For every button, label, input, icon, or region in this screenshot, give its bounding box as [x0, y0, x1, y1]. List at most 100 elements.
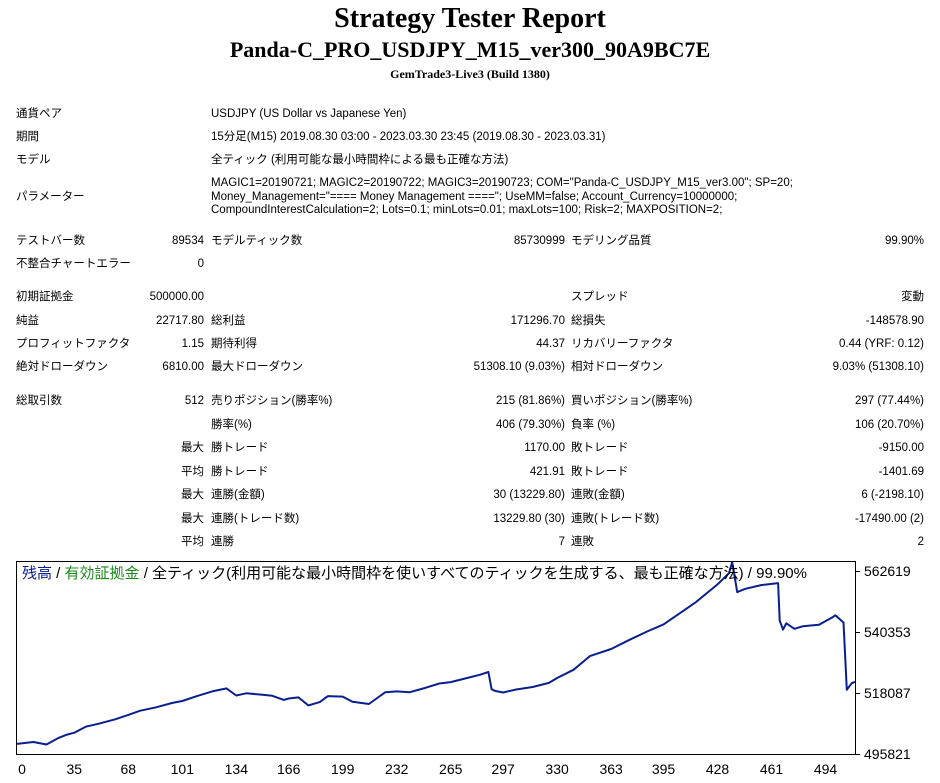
- report-subtitle: Panda-C_PRO_USDJPY_M15_ver300_90A9BC7E: [229, 37, 711, 62]
- y-tick-mark: [855, 632, 860, 634]
- x-tick-label: 363: [599, 761, 623, 777]
- x-tick-label: 494: [813, 761, 838, 777]
- consec-loss-amt-label: 連敗(金額): [571, 489, 625, 501]
- largest-win-label: 勝トレード: [211, 442, 269, 454]
- avg-prefix: 平均: [181, 536, 204, 548]
- x-tick-label: 330: [545, 761, 569, 777]
- balance-chart: 残高 / 有効証拠金 / 全ティック(利用可能な最小時間枠を使いすべてのティック…: [16, 561, 856, 755]
- avg-win-value: 421.91: [529, 466, 565, 478]
- model-label: モデル: [16, 154, 51, 166]
- x-tick-label: 166: [277, 761, 301, 777]
- report-title: Strategy Tester Report: [334, 3, 606, 34]
- spread-value: 変動: [901, 291, 924, 303]
- pf-value: 1.15: [181, 338, 204, 350]
- consec-loss-trades-value: -17490.00 (2): [854, 513, 924, 525]
- x-tick-label: 199: [331, 761, 355, 777]
- win-value: 406 (79.30%): [495, 419, 565, 431]
- consec-win-amt-label: 連勝(金額): [211, 489, 265, 501]
- legend-balance: 残高: [22, 565, 53, 582]
- ticks-value: 85730999: [513, 235, 565, 247]
- params-label: パラメーター: [16, 191, 85, 203]
- gross-profit-value: 171296.70: [510, 315, 565, 327]
- max-prefix: 最大: [181, 442, 204, 454]
- largest-loss-label: 敗トレード: [571, 442, 629, 454]
- period-value: 15分足(M15) 2019.08.30 03:00 - 2023.03.30 …: [211, 131, 606, 143]
- trades-value: 512: [184, 395, 204, 407]
- y-tick-mark: [855, 693, 860, 695]
- legend-separator: /: [52, 565, 65, 582]
- long-label: 買いポジション(勝率%): [571, 395, 693, 407]
- net-value: 22717.80: [156, 315, 204, 327]
- mismatch-value: 0: [197, 258, 204, 270]
- x-tick-label: 68: [120, 761, 137, 777]
- x-tick-label: 0: [18, 761, 26, 777]
- gross-loss-value: -148578.90: [865, 315, 924, 327]
- avg-consec-loss-value: 2: [917, 536, 924, 548]
- avg-prefix: 平均: [181, 466, 204, 478]
- x-tick-label: 232: [385, 761, 409, 777]
- avg-loss-value: -1401.69: [878, 466, 924, 478]
- server-build: GemTrade3-Live3 (Build 1380): [390, 67, 550, 81]
- bars-label: テストバー数: [16, 235, 85, 247]
- win-label: 勝率(%): [211, 419, 252, 431]
- avg-consec-win-value: 7: [558, 536, 565, 548]
- y-tick-label: 562619: [864, 563, 911, 580]
- gross-loss-label: 総損失: [571, 315, 606, 327]
- deposit-label: 初期証拠金: [16, 291, 74, 303]
- x-tick-label: 35: [66, 761, 83, 777]
- mismatch-label: 不整合チャートエラー: [16, 258, 131, 270]
- symbol-value: USDJPY (US Dollar vs Japanese Yen): [211, 108, 407, 120]
- rel-dd-label: 相対ドローダウン: [571, 361, 663, 373]
- largest-loss-value: -9150.00: [878, 442, 924, 454]
- model-value: 全ティック (利用可能な最小時間枠による最も正確な方法): [211, 154, 509, 166]
- short-value: 215 (81.86%): [495, 395, 565, 407]
- rel-dd-value: 9.03% (51308.10): [832, 361, 924, 373]
- max-dd-value: 51308.10 (9.03%): [473, 361, 565, 373]
- x-tick-label: 461: [759, 761, 784, 777]
- symbol-label: 通貨ペア: [16, 108, 62, 120]
- x-tick-label: 428: [705, 761, 730, 777]
- pf-label: プロフィットファクタ: [16, 338, 131, 350]
- x-tick-label: 101: [170, 761, 194, 777]
- params-value: MAGIC1=20190721; MAGIC2=20190722; MAGIC3…: [211, 177, 793, 218]
- avg-win-label: 勝トレード: [211, 466, 269, 478]
- consec-win-trades-label: 連勝(トレード数): [211, 513, 300, 525]
- ticks-label: モデルティック数: [211, 235, 303, 247]
- max-prefix: 最大: [181, 489, 204, 501]
- avg-consec-win-label: 連勝: [211, 536, 234, 548]
- abs-dd-value: 6810.00: [162, 361, 204, 373]
- x-tick-label: 395: [651, 761, 676, 777]
- y-tick-label: 518087: [864, 685, 911, 702]
- avg-loss-label: 敗トレード: [571, 466, 629, 478]
- x-tick-label: 134: [224, 761, 248, 777]
- spread-label: スプレッド: [571, 291, 629, 303]
- quality-label: モデリング品質: [571, 235, 652, 247]
- largest-win-value: 1170.00: [524, 442, 565, 454]
- bars-value: 89534: [172, 235, 204, 247]
- consec-win-amt-value: 30 (13229.80): [493, 489, 565, 501]
- max-prefix: 最大: [181, 513, 204, 525]
- params-line: CompoundInterestCalculation=2; Lots=0.1;…: [211, 204, 723, 216]
- short-label: 売りポジション(勝率%): [211, 395, 333, 407]
- loss-label: 負率 (%): [571, 419, 616, 431]
- y-tick-label: 495821: [864, 746, 911, 762]
- recovery-label: リカバリーファクタ: [571, 338, 674, 350]
- abs-dd-label: 絶対ドローダウン: [16, 361, 108, 373]
- params-line: Money_Management="==== Money Management …: [211, 190, 738, 203]
- expected-value: 44.37: [536, 338, 565, 350]
- legend-equity: 有効証拠金: [64, 565, 140, 582]
- loss-value: 106 (20.70%): [854, 419, 924, 431]
- consec-win-trades-value: 13229.80 (30): [493, 513, 565, 525]
- balance-chart-plot: [17, 562, 855, 746]
- chart-legend: 残高 / 有効証拠金 / 全ティック(利用可能な最小時間枠を使いすべてのティック…: [22, 565, 807, 583]
- params-line: MAGIC1=20190721; MAGIC2=20190722; MAGIC3…: [211, 177, 793, 189]
- long-value: 297 (77.44%): [854, 395, 924, 407]
- max-dd-label: 最大ドローダウン: [211, 361, 303, 373]
- consec-loss-amt-value: 6 (-2198.10): [861, 489, 924, 501]
- consec-loss-trades-label: 連敗(トレード数): [571, 513, 660, 525]
- x-tick-label: 265: [439, 761, 463, 777]
- quality-value: 99.90%: [884, 235, 924, 247]
- period-label: 期間: [16, 131, 39, 143]
- y-tick-mark: [855, 571, 860, 573]
- balance-series-line: [17, 562, 855, 746]
